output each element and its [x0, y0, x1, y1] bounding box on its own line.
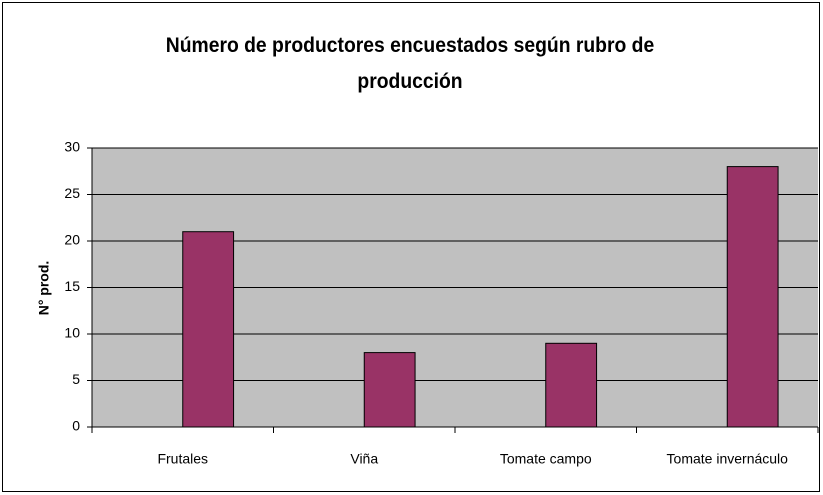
bar	[363, 352, 416, 428]
y-tick-label: 15	[64, 278, 80, 294]
bar	[726, 166, 779, 428]
x-tick-label: Tomate invernáculo	[667, 451, 789, 467]
x-tick-label: Tomate campo	[500, 451, 592, 467]
y-tick-label: 5	[72, 371, 80, 387]
y-tick-label: 10	[64, 325, 80, 341]
y-tick-label: 30	[64, 139, 80, 155]
y-tick-label: 0	[72, 418, 80, 434]
bar	[182, 231, 235, 428]
x-tick-label: Frutales	[157, 451, 208, 467]
x-tick-label: Viña	[350, 451, 378, 467]
y-tick-label: 25	[64, 185, 80, 201]
y-tick-label: 20	[64, 232, 80, 248]
chart-title: Número de productores encuestados según …	[165, 34, 655, 93]
y-axis-label: N° prod.	[36, 261, 52, 316]
bar	[545, 342, 598, 428]
